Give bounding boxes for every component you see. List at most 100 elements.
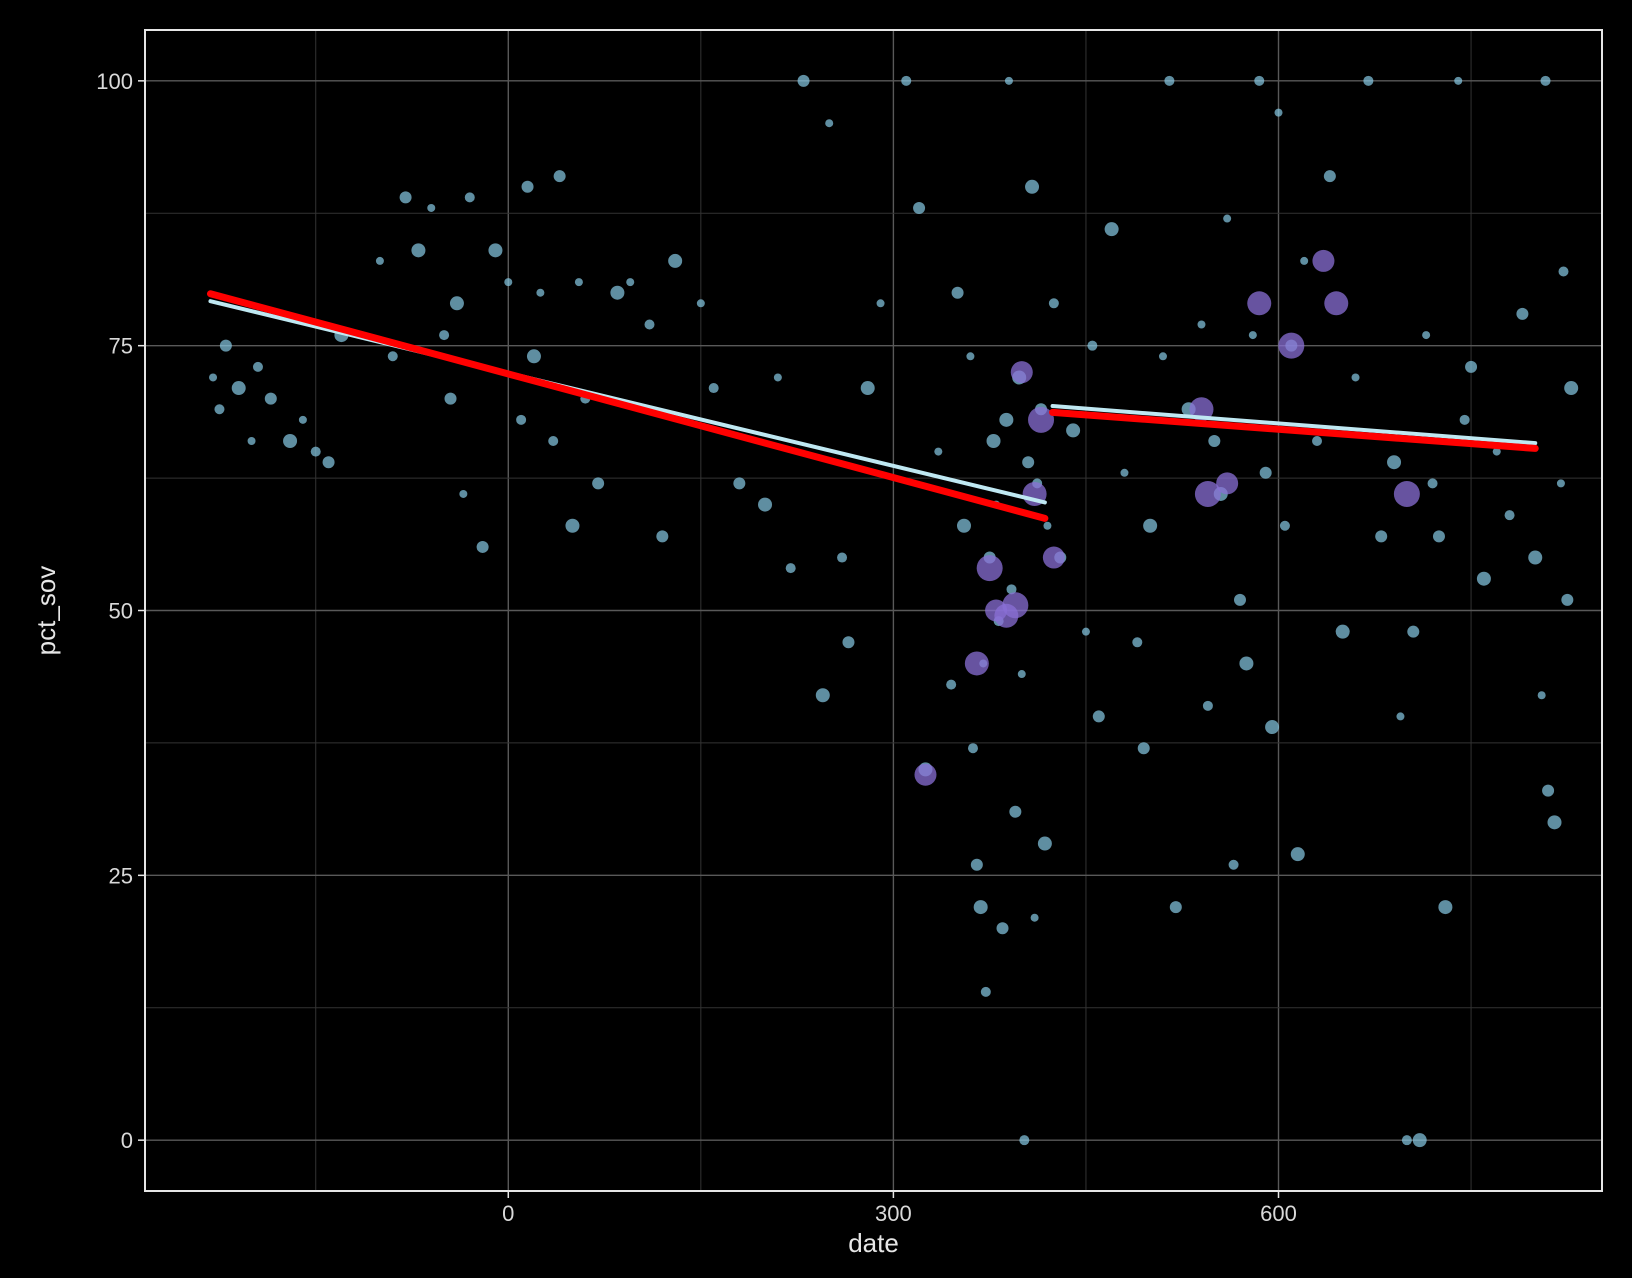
data-points xyxy=(209,74,1579,1148)
data-point xyxy=(1396,712,1405,721)
large-data-point xyxy=(1194,480,1221,507)
data-point xyxy=(1197,320,1206,329)
large-data-point xyxy=(976,555,1003,582)
data-point xyxy=(1087,340,1098,351)
data-point xyxy=(209,373,218,382)
data-point xyxy=(1019,1135,1030,1146)
data-point xyxy=(708,383,719,394)
large-data-points xyxy=(914,249,1420,786)
data-point xyxy=(957,518,972,533)
data-point xyxy=(247,437,256,446)
data-point xyxy=(1407,625,1420,638)
data-point xyxy=(1017,670,1026,679)
data-point xyxy=(1422,331,1431,340)
data-point xyxy=(1233,593,1246,606)
large-data-point xyxy=(1393,480,1420,507)
data-point xyxy=(1312,436,1323,447)
data-point xyxy=(966,352,975,361)
data-point xyxy=(1066,423,1081,438)
data-point xyxy=(986,434,1001,449)
x-axis-title: date xyxy=(848,1228,899,1258)
data-point xyxy=(1528,550,1543,565)
data-point xyxy=(1335,624,1350,639)
trend-lines xyxy=(206,290,1539,522)
large-data-point xyxy=(914,763,937,786)
data-point xyxy=(399,191,412,204)
data-point xyxy=(1009,805,1022,818)
data-point xyxy=(876,299,885,308)
data-point xyxy=(1465,360,1478,373)
data-point xyxy=(1432,530,1445,543)
large-data-point xyxy=(1028,406,1055,433)
data-point xyxy=(1004,76,1013,85)
y-tick-label: 25 xyxy=(109,863,133,888)
data-point xyxy=(1265,720,1280,735)
x-axis-ticks: 0 300 600 xyxy=(502,1191,1297,1226)
data-point xyxy=(231,381,246,396)
data-point xyxy=(1239,656,1254,671)
x-tick-label: 0 xyxy=(502,1201,514,1226)
data-point xyxy=(733,477,746,490)
data-point xyxy=(951,286,964,299)
data-point xyxy=(797,74,810,87)
data-point xyxy=(264,392,277,405)
data-point xyxy=(1412,1133,1427,1148)
large-data-point xyxy=(1278,332,1305,359)
data-point xyxy=(1025,179,1040,194)
data-point xyxy=(488,243,503,258)
data-point xyxy=(1387,455,1402,470)
trend-line xyxy=(206,290,1049,522)
data-point xyxy=(322,456,335,469)
y-axis-ticks: 0 25 50 75 100 xyxy=(96,69,145,1153)
y-tick-label: 0 xyxy=(121,1128,133,1153)
data-point xyxy=(1223,214,1232,223)
data-point xyxy=(375,256,384,265)
x-tick-label: 600 xyxy=(1260,1201,1297,1226)
data-point xyxy=(913,201,926,214)
data-point xyxy=(1022,456,1035,469)
data-point xyxy=(934,447,943,456)
data-point xyxy=(1516,307,1529,320)
data-point xyxy=(1169,901,1182,914)
data-point xyxy=(1048,298,1059,309)
data-point xyxy=(837,552,848,563)
data-point xyxy=(825,119,834,128)
data-point xyxy=(1164,75,1175,86)
data-point xyxy=(967,743,978,754)
data-point xyxy=(1202,700,1213,711)
data-point xyxy=(476,540,489,553)
data-point xyxy=(946,679,957,690)
data-point xyxy=(427,203,436,212)
data-point xyxy=(565,518,580,533)
large-data-point xyxy=(1324,291,1349,316)
data-point xyxy=(1158,352,1167,361)
data-point xyxy=(1132,637,1143,648)
data-point xyxy=(1104,222,1119,237)
data-point xyxy=(1143,518,1158,533)
data-point xyxy=(1375,530,1388,543)
data-point xyxy=(1459,414,1470,425)
data-point xyxy=(252,361,263,372)
large-data-point xyxy=(1002,592,1029,619)
data-point xyxy=(815,688,830,703)
data-point xyxy=(1030,913,1039,922)
data-point xyxy=(553,170,566,183)
data-point xyxy=(536,288,545,297)
data-point xyxy=(411,243,426,258)
data-point xyxy=(644,319,655,330)
data-point xyxy=(592,477,605,490)
data-point xyxy=(214,404,225,415)
data-point xyxy=(387,351,398,362)
large-data-point xyxy=(1042,546,1065,569)
data-point xyxy=(1558,266,1569,277)
y-tick-label: 100 xyxy=(96,69,133,94)
data-point xyxy=(901,75,912,86)
data-point xyxy=(1300,256,1309,265)
data-point xyxy=(1438,900,1453,915)
data-point xyxy=(626,278,635,287)
data-point xyxy=(516,414,527,425)
data-point xyxy=(219,339,232,352)
data-point xyxy=(459,489,468,498)
